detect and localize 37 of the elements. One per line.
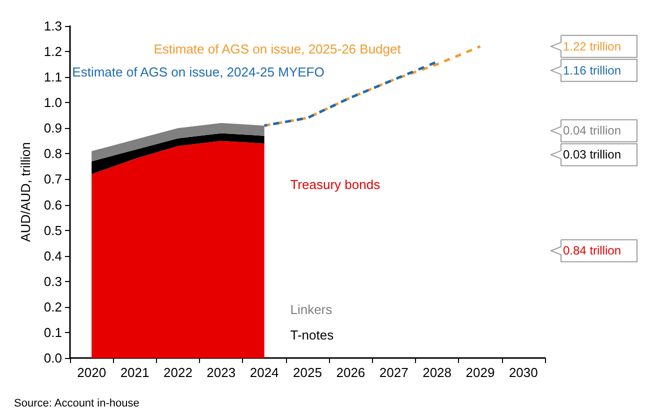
y-axis-title: AUD/AUD, trillion xyxy=(18,142,33,242)
x-tick-label: 2028 xyxy=(422,365,452,380)
text: 0.03 trillion xyxy=(563,148,622,162)
x-tick-label: 2020 xyxy=(77,365,106,380)
x-tick-label: 2025 xyxy=(293,365,322,380)
y-tick-label: 0.5 xyxy=(44,222,62,238)
text: 1.22 trillion xyxy=(563,39,622,54)
x-tick-label: 2026 xyxy=(336,365,366,380)
source-note: Source: Account in-house xyxy=(14,398,140,410)
y-tick-label: 1.3 xyxy=(44,18,62,34)
text: 1.16 trillion xyxy=(563,63,622,78)
y-tick-label: 0.0 xyxy=(44,350,62,366)
text: 0.84 trillion xyxy=(563,244,622,258)
x-tick-label: 2030 xyxy=(508,365,538,380)
y-tick-label: 0.1 xyxy=(44,324,62,340)
y-tick-label: 0.2 xyxy=(44,299,62,314)
text: Estimate of AGS on issue, 2024-25 MYEFO xyxy=(72,64,324,80)
x-tick-label: 2023 xyxy=(206,365,236,380)
y-tick-label: 0.4 xyxy=(44,248,62,264)
x-tick-label: 2024 xyxy=(250,365,279,380)
y-tick-label: 0.3 xyxy=(44,274,62,289)
y-tick-label: 1.2 xyxy=(44,44,62,60)
x-tick-label: 2022 xyxy=(163,365,192,380)
y-tick-label: 1.1 xyxy=(44,70,62,85)
series-label: Estimate of AGS on issue, 2025-26 Budget xyxy=(154,41,402,56)
x-tick-label: 2021 xyxy=(120,365,150,380)
text: 0.04 trillion xyxy=(563,124,622,138)
y-tick-label: 0.9 xyxy=(44,120,62,136)
text: T-notes xyxy=(290,328,334,343)
y-tick-label: 0.6 xyxy=(44,197,62,212)
x-tick-label: 2029 xyxy=(466,365,495,380)
y-tick-label: 0.7 xyxy=(44,172,62,187)
text: Linkers xyxy=(290,302,333,317)
x-tick-label: 2027 xyxy=(379,365,408,380)
y-tick-label: 0.8 xyxy=(44,146,62,162)
y-tick-label: 1.0 xyxy=(44,95,62,110)
series-label: Treasury bonds xyxy=(290,176,381,192)
